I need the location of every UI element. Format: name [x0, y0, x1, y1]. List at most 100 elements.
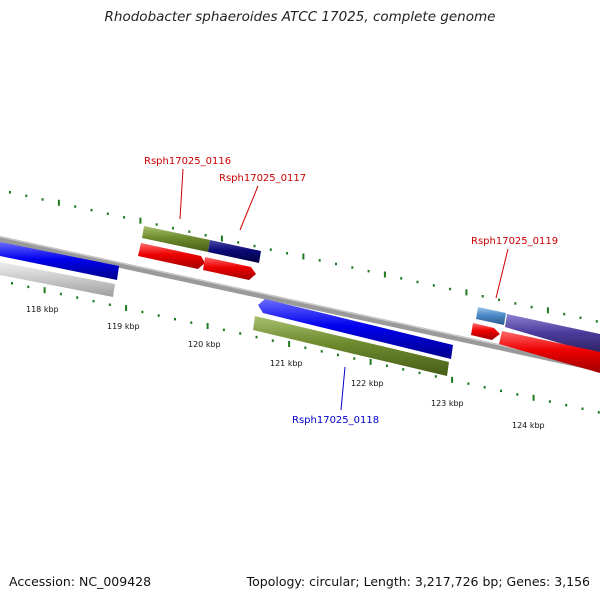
- minor-tick: [255, 335, 258, 339]
- gene-olive-upper[interactable]: [142, 226, 210, 252]
- tick-label-120: 120 kbp: [188, 340, 221, 349]
- minor-tick: [27, 285, 30, 289]
- tick-label-124: 124 kbp: [512, 421, 545, 430]
- minor-tick: [367, 269, 370, 273]
- gene-red-1[interactable]: [138, 243, 205, 269]
- gene-label-rsph17025-0117[interactable]: Rsph17025_0117: [219, 173, 306, 184]
- tick-label-118: 118 kbp: [26, 305, 59, 314]
- minor-tick: [481, 295, 484, 298]
- minor-tick: [563, 312, 566, 316]
- minor-tick: [416, 280, 419, 284]
- major-tick: [302, 253, 305, 260]
- gene-gray-left[interactable]: [0, 262, 115, 297]
- minor-tick: [172, 226, 174, 230]
- gene-red-4[interactable]: [499, 331, 600, 373]
- gene-sky-blue[interactable]: [476, 307, 506, 325]
- map-title: Rhodobacter sphaeroides ATCC 17025, comp…: [104, 9, 496, 25]
- minor-tick: [337, 353, 339, 357]
- minor-tick: [565, 403, 568, 407]
- accession-text: Accession: NC_009428: [9, 574, 152, 589]
- tick-label-119: 119 kbp: [107, 322, 140, 331]
- minor-tick: [500, 389, 502, 393]
- minor-tick: [123, 216, 126, 219]
- outer-tick-marks: [9, 191, 598, 323]
- minor-tick: [106, 212, 109, 215]
- inner-tick-marks: [11, 282, 600, 414]
- major-tick: [546, 307, 549, 314]
- minor-tick: [335, 262, 337, 266]
- minor-tick: [271, 339, 274, 342]
- minor-tick: [318, 259, 321, 262]
- minor-tick: [222, 328, 225, 332]
- minor-tick: [190, 321, 193, 324]
- minor-tick: [516, 393, 519, 396]
- tick-label-122: 122 kbp: [351, 379, 384, 388]
- kbp-tick-labels: 118 kbp 119 kbp 120 kbp 121 kbp 122 kbp …: [26, 305, 545, 430]
- minor-tick: [157, 314, 160, 317]
- minor-tick: [449, 287, 452, 291]
- minor-tick: [434, 375, 437, 378]
- minor-tick: [141, 310, 144, 314]
- gene-blue-left[interactable]: [0, 242, 119, 280]
- minor-tick: [90, 208, 93, 212]
- gene-red-3[interactable]: [471, 323, 500, 340]
- minor-tick: [530, 305, 533, 309]
- genome-stats-text: Topology: circular; Length: 3,217,726 bp…: [246, 574, 590, 589]
- minor-tick: [595, 320, 598, 323]
- gene-olive-lower[interactable]: [253, 316, 449, 376]
- tick-label-121: 121 kbp: [270, 359, 303, 368]
- minor-tick: [25, 194, 28, 198]
- minor-tick: [204, 234, 207, 237]
- gene-purple[interactable]: [505, 314, 600, 355]
- gene-navy-upper[interactable]: [208, 240, 261, 263]
- minor-tick: [237, 241, 240, 244]
- gene-label-leaders: [179, 168, 509, 411]
- minor-tick: [286, 252, 289, 255]
- minor-tick: [432, 284, 435, 287]
- major-tick: [451, 376, 454, 383]
- minor-tick: [174, 317, 176, 321]
- minor-tick: [253, 244, 256, 248]
- major-tick: [220, 235, 223, 242]
- minor-tick: [514, 302, 517, 305]
- minor-tick: [581, 407, 584, 410]
- gene-label-rsph17025-0118[interactable]: Rsph17025_0118: [292, 415, 379, 426]
- major-tick: [125, 305, 128, 312]
- minor-tick: [92, 299, 95, 303]
- major-tick: [57, 199, 60, 206]
- minor-tick: [351, 266, 354, 269]
- minor-tick: [579, 316, 582, 319]
- major-tick: [532, 394, 535, 401]
- gene-label-rsph17025-0116[interactable]: Rsph17025_0116: [144, 156, 231, 167]
- minor-tick: [59, 292, 62, 296]
- minor-tick: [467, 382, 470, 385]
- minor-tick: [418, 371, 421, 375]
- gene-label-rsph17025-0119[interactable]: Rsph17025_0119: [471, 236, 558, 247]
- minor-tick: [74, 205, 77, 208]
- major-tick: [43, 287, 46, 294]
- major-tick: [383, 271, 386, 278]
- minor-tick: [11, 282, 13, 285]
- minor-tick: [155, 223, 158, 226]
- gene-red-2[interactable]: [203, 257, 256, 280]
- minor-tick: [304, 346, 307, 349]
- minor-tick: [400, 277, 403, 280]
- major-tick: [288, 341, 291, 347]
- minor-tick: [483, 386, 486, 389]
- major-tick: [139, 217, 142, 224]
- genome-backbone: [0, 236, 600, 372]
- minor-tick: [353, 357, 356, 360]
- minor-tick: [548, 400, 551, 403]
- minor-tick: [9, 191, 11, 194]
- minor-tick: [188, 230, 191, 233]
- tick-label-123: 123 kbp: [431, 399, 464, 408]
- major-tick: [465, 289, 468, 296]
- minor-tick: [402, 368, 405, 371]
- minor-tick: [108, 303, 111, 306]
- minor-tick: [41, 198, 44, 201]
- minor-tick: [597, 411, 600, 414]
- major-tick: [369, 358, 372, 365]
- minor-tick: [76, 296, 79, 299]
- gene-blue-reverse-arrow[interactable]: [258, 299, 453, 359]
